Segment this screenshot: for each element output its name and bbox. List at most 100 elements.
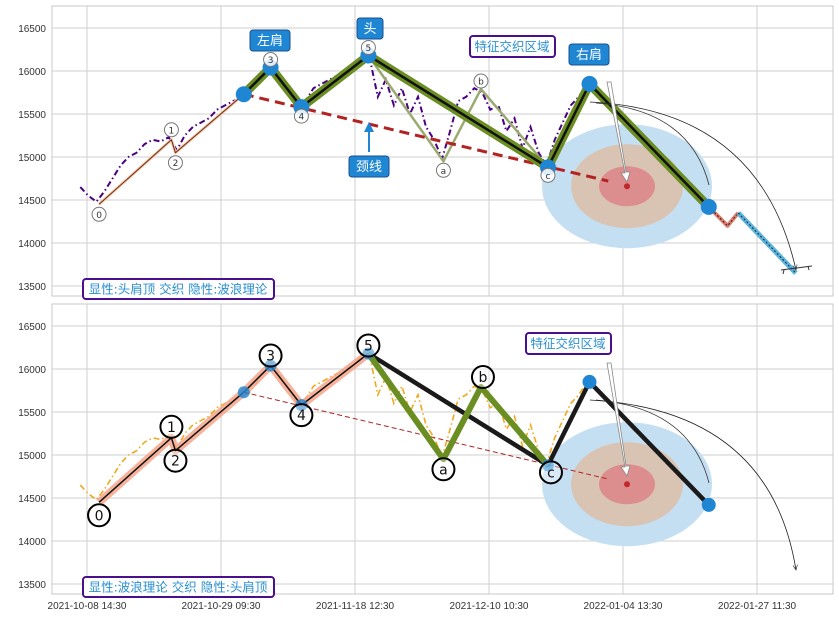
wave-label-circle: [87, 503, 112, 528]
wave-label-b: b: [473, 73, 489, 89]
x-tick-label: 2021-11-18 12:30: [316, 601, 395, 612]
wave-label-0: 0: [91, 206, 107, 222]
tag-bg: [249, 29, 291, 52]
y-tick-label: 14500: [18, 494, 46, 505]
wave-label-text: b: [479, 370, 488, 386]
wave-label-4: 4: [289, 403, 314, 428]
wave-label-text: 2: [173, 159, 179, 169]
wave-label-1: 1: [159, 414, 184, 439]
wave-label-text: b: [478, 78, 484, 88]
tag-bg: [348, 155, 390, 178]
wave-label-circle: [163, 122, 179, 138]
zone-label-box: 特征交织区域: [469, 35, 556, 58]
wave-label-text: a: [441, 167, 447, 177]
top-panel: 13500 14000 14500 15000 15500 16000 16500 0 1 2 3 4…: [18, 5, 834, 300]
tag-bg: [356, 17, 384, 40]
y-tick-label: 16500: [18, 24, 46, 35]
caption-text: 显性:头肩顶 交织 隐性:波浪理论: [89, 282, 268, 297]
tag-right-shoulder: 右肩: [568, 43, 610, 66]
projection-arc-large: [589, 399, 796, 570]
caption-box: 显性:波浪理论 交织 隐性:头肩顶: [82, 576, 275, 598]
wave-label-text: c: [547, 465, 555, 481]
wave-label-text: 5: [364, 339, 373, 355]
pivot-dot: [700, 198, 717, 215]
pivot-dot: [701, 497, 716, 512]
pivot-dot: [582, 374, 597, 389]
target-zone-center: [624, 183, 631, 190]
wave-label-circle: [538, 460, 563, 485]
neckline-arrow-head: [364, 122, 374, 132]
projection-arc-small: [595, 102, 710, 186]
wave-label-4: 4: [293, 108, 309, 124]
tag-neckline: 颈线: [348, 155, 390, 178]
wave-label-circle: [263, 52, 279, 68]
wave-label-circle: [167, 155, 183, 171]
wave-label-text: 5: [366, 44, 372, 54]
pivot-dot: [237, 386, 250, 399]
wave-label-a: a: [431, 457, 456, 482]
zone-label-frame: [469, 35, 556, 58]
wave-label-text: 1: [167, 420, 176, 436]
wave-label-circle: [163, 448, 188, 473]
y-tick-label: 16000: [18, 365, 46, 376]
wave-label-1: 1: [163, 122, 179, 138]
projection-arc-large: [589, 101, 796, 270]
y-tick-label: 14500: [18, 196, 46, 207]
y-tick-label: 15500: [18, 110, 46, 121]
wave-label-2: 2: [167, 155, 183, 171]
tag-text: 左肩: [257, 33, 283, 49]
wave-label-circle: [289, 403, 314, 428]
wave-label-circle: [435, 162, 451, 178]
wave-label-5: 5: [360, 40, 376, 56]
tag-bg: [568, 43, 610, 66]
caption-frame: [82, 576, 275, 598]
zone-label-box: 特征交织区域: [525, 332, 612, 355]
wave-label-circle: [159, 414, 184, 439]
plot-area: [51, 5, 834, 297]
wave-label-text: 4: [299, 113, 305, 123]
tag-left-shoulder: 左肩: [249, 29, 291, 52]
zone-arrow: [606, 362, 631, 477]
wave-label-2: 2: [163, 448, 188, 473]
projection-zigzag-core: [708, 206, 739, 227]
wave-abc-line: [367, 54, 549, 169]
y-tick-label: 15000: [18, 153, 46, 164]
y-tick-label: 14000: [18, 537, 46, 548]
wave-label-text: c: [545, 172, 550, 182]
wave-label-a: a: [435, 162, 451, 178]
tag-text: 右肩: [576, 47, 602, 63]
x-tick-label: 2021-10-08 14:30: [48, 601, 127, 612]
wave-label-circle: [540, 167, 556, 183]
x-tick-label: 2022-01-27 11:30: [718, 601, 797, 612]
caption-box: 显性:头肩顶 交织 隐性:波浪理论: [82, 278, 275, 300]
wave-label-0: 0: [87, 503, 112, 528]
wave-abc-line: [365, 351, 551, 468]
wave-label-text: 0: [95, 508, 104, 524]
tag-text: 颈线: [356, 160, 382, 175]
tag-text: 头: [363, 22, 376, 37]
wave-label-circle: [91, 206, 107, 222]
wave-impulse-line: [98, 93, 245, 205]
wave-label-b: b: [470, 365, 495, 390]
caption-text: 显性:波浪理论 交织 隐性:头肩顶: [89, 580, 268, 595]
pivot-dot: [581, 75, 598, 92]
y-tick-label: 13500: [18, 580, 46, 591]
wave-label-text: a: [439, 462, 448, 478]
wave-label-c: c: [538, 460, 563, 485]
wave-label-c: c: [540, 167, 556, 183]
tag-head: 头: [356, 17, 384, 40]
y-tick-label: 14000: [18, 239, 46, 250]
wave-label-3: 3: [263, 52, 279, 68]
wave-label-circle: [470, 365, 495, 390]
zone-label-frame: [525, 332, 612, 355]
bottom-panel: 13500 14000 14500 15000 15500 16000 16500 2021-…: [18, 303, 834, 612]
zone-label-text: 特征交织区域: [530, 336, 605, 351]
wave-label-circle: [360, 40, 376, 56]
wave-label-circle: [258, 343, 283, 368]
plot-area: [51, 303, 834, 595]
caption-frame: [82, 278, 275, 300]
zone-label-text: 特征交织区域: [474, 39, 549, 54]
y-tick-label: 13500: [18, 282, 46, 293]
wave-label-circle: [293, 108, 309, 124]
